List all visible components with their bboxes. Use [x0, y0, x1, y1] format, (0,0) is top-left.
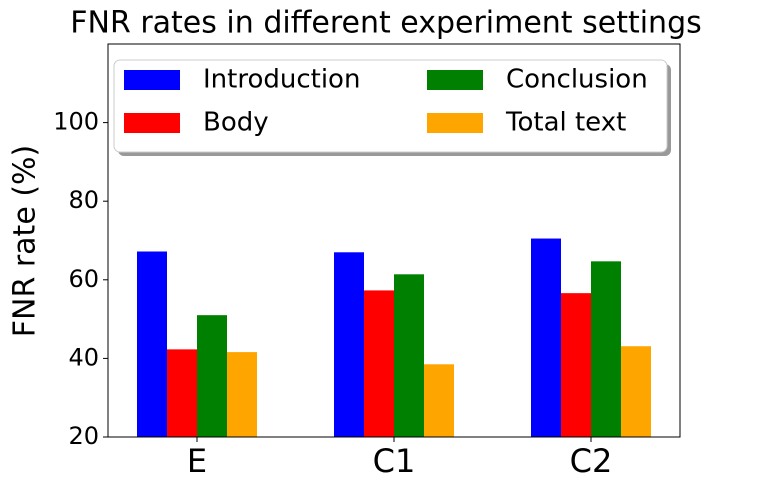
- legend-swatch: [427, 70, 483, 90]
- legend-label: Conclusion: [506, 65, 648, 95]
- bar: [167, 349, 197, 437]
- bar: [561, 293, 591, 437]
- legend-label: Introduction: [203, 65, 360, 95]
- bar: [531, 238, 561, 437]
- chart-title: FNR rates in different experiment settin…: [70, 6, 702, 41]
- bar: [394, 274, 424, 437]
- y-tick-label: 40: [68, 343, 99, 371]
- bar: [197, 315, 227, 437]
- legend-swatch: [427, 113, 483, 133]
- bar: [137, 251, 167, 437]
- y-tick-label: 20: [68, 422, 99, 450]
- legend-box: [113, 59, 668, 153]
- y-tick-label: 100: [53, 108, 99, 136]
- x-tick-label: C2: [570, 442, 613, 480]
- legend-label: Body: [203, 108, 269, 138]
- bar: [424, 364, 454, 437]
- y-tick-label: 80: [68, 186, 99, 214]
- bar: [227, 352, 257, 437]
- y-axis-label: FNR rate (%): [8, 145, 43, 337]
- bar: [621, 346, 651, 437]
- bar: [364, 290, 394, 437]
- y-tick-label: 60: [68, 265, 99, 293]
- legend-swatch: [124, 70, 180, 90]
- legend-label: Total text: [505, 108, 626, 138]
- bar: [591, 261, 621, 437]
- plot-frame: [107, 43, 681, 438]
- x-tick-label: C1: [373, 442, 416, 480]
- bar: [334, 252, 364, 437]
- x-tick-label: E: [187, 442, 207, 480]
- legend-swatch: [124, 113, 180, 133]
